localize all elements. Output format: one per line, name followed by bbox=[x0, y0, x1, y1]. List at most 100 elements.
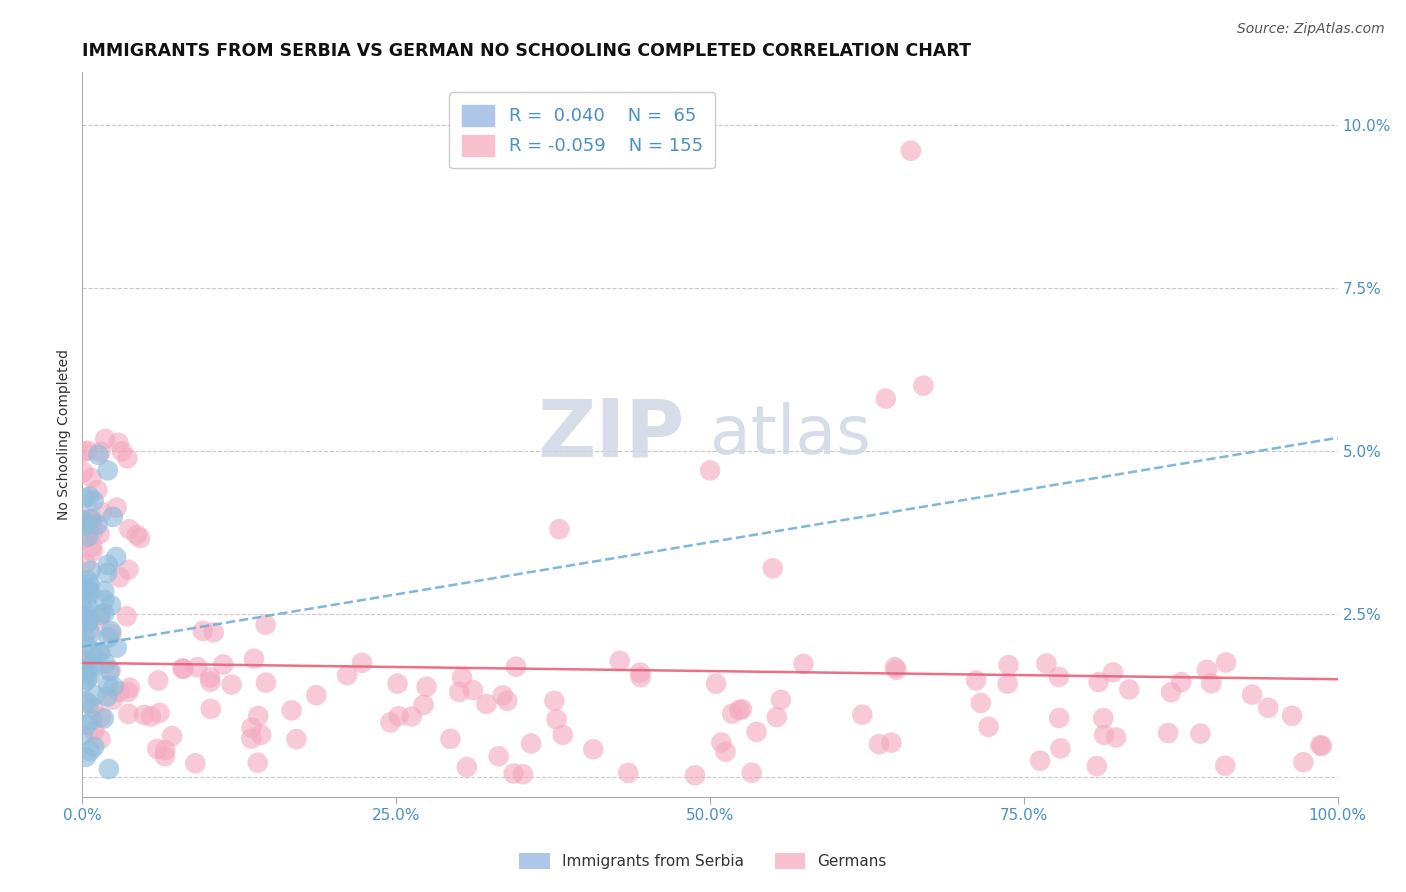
Point bbox=[98, 664, 121, 678]
Point bbox=[617, 765, 640, 780]
Point bbox=[79, 744, 101, 758]
Point bbox=[96, 566, 118, 580]
Point bbox=[83, 724, 105, 739]
Point bbox=[683, 768, 706, 782]
Point bbox=[1170, 675, 1192, 690]
Point bbox=[155, 743, 177, 757]
Point bbox=[439, 731, 461, 746]
Point bbox=[76, 512, 98, 526]
Point bbox=[997, 677, 1019, 691]
Point bbox=[900, 144, 922, 158]
Point bbox=[73, 518, 96, 533]
Point bbox=[111, 444, 134, 458]
Point bbox=[73, 445, 96, 459]
Point bbox=[412, 698, 434, 712]
Point bbox=[280, 703, 302, 717]
Point bbox=[73, 604, 96, 618]
Point bbox=[699, 463, 721, 477]
Point bbox=[1213, 758, 1236, 772]
Point bbox=[1035, 657, 1057, 671]
Point bbox=[186, 660, 208, 674]
Point bbox=[630, 670, 652, 684]
Point bbox=[73, 628, 96, 642]
Point bbox=[115, 609, 138, 624]
Point bbox=[97, 631, 120, 645]
Point bbox=[212, 657, 235, 672]
Point bbox=[129, 531, 152, 545]
Point bbox=[146, 741, 169, 756]
Point bbox=[75, 718, 97, 732]
Point bbox=[512, 767, 534, 781]
Point bbox=[80, 512, 103, 526]
Point bbox=[449, 685, 471, 699]
Point bbox=[285, 732, 308, 747]
Point bbox=[97, 558, 120, 572]
Point bbox=[200, 674, 222, 689]
Point bbox=[77, 582, 100, 597]
Point bbox=[546, 712, 568, 726]
Point bbox=[456, 760, 478, 774]
Point bbox=[1047, 670, 1070, 684]
Point bbox=[1105, 731, 1128, 745]
Point bbox=[609, 654, 631, 668]
Point bbox=[886, 663, 908, 677]
Point bbox=[79, 668, 101, 682]
Point bbox=[505, 659, 527, 673]
Point bbox=[72, 729, 94, 743]
Point bbox=[741, 765, 763, 780]
Point bbox=[745, 724, 768, 739]
Point bbox=[1195, 663, 1218, 677]
Point bbox=[1029, 754, 1052, 768]
Point bbox=[79, 585, 101, 599]
Point bbox=[582, 742, 605, 756]
Point bbox=[89, 732, 111, 747]
Point bbox=[77, 624, 100, 638]
Point bbox=[769, 693, 792, 707]
Point bbox=[100, 624, 122, 639]
Point bbox=[73, 491, 96, 506]
Point bbox=[240, 721, 263, 735]
Point bbox=[148, 673, 170, 688]
Point bbox=[73, 653, 96, 667]
Point bbox=[1215, 656, 1237, 670]
Point bbox=[108, 570, 131, 584]
Point bbox=[912, 378, 935, 392]
Point bbox=[875, 392, 897, 406]
Point bbox=[82, 524, 104, 539]
Point bbox=[77, 615, 100, 630]
Point bbox=[543, 694, 565, 708]
Point bbox=[79, 512, 101, 526]
Point bbox=[73, 665, 96, 679]
Point bbox=[94, 657, 117, 671]
Point bbox=[153, 749, 176, 764]
Point bbox=[84, 688, 107, 702]
Point bbox=[401, 709, 423, 723]
Point bbox=[100, 664, 122, 678]
Point bbox=[387, 676, 409, 690]
Point bbox=[762, 561, 785, 575]
Point bbox=[79, 577, 101, 591]
Point bbox=[731, 702, 754, 716]
Point bbox=[246, 756, 269, 770]
Point bbox=[628, 665, 651, 680]
Point bbox=[76, 574, 98, 588]
Point bbox=[461, 683, 484, 698]
Point bbox=[336, 668, 359, 682]
Point bbox=[451, 670, 474, 684]
Point bbox=[73, 611, 96, 625]
Point bbox=[75, 531, 97, 545]
Point bbox=[77, 530, 100, 544]
Point bbox=[87, 646, 110, 660]
Point bbox=[93, 593, 115, 607]
Point bbox=[82, 644, 104, 658]
Point bbox=[1157, 726, 1180, 740]
Point bbox=[117, 706, 139, 721]
Point bbox=[1241, 688, 1264, 702]
Point bbox=[80, 626, 103, 640]
Point bbox=[75, 656, 97, 670]
Point bbox=[79, 564, 101, 578]
Point bbox=[198, 671, 221, 685]
Point bbox=[86, 517, 108, 532]
Point bbox=[184, 756, 207, 771]
Point bbox=[73, 676, 96, 690]
